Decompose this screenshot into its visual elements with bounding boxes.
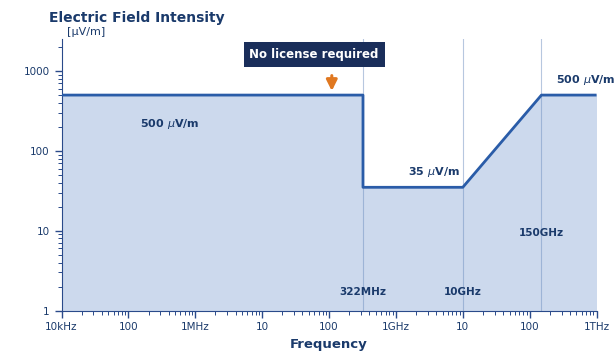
Text: 10GHz: 10GHz xyxy=(444,287,482,297)
Text: 500 $\mu$V/m: 500 $\mu$V/m xyxy=(140,117,200,131)
Polygon shape xyxy=(62,95,597,311)
X-axis label: Frequency: Frequency xyxy=(290,338,368,351)
Text: Electric Field Intensity: Electric Field Intensity xyxy=(49,11,225,25)
Text: 322MHz: 322MHz xyxy=(339,287,386,297)
Text: 150GHz: 150GHz xyxy=(519,228,564,238)
Text: No license required: No license required xyxy=(250,48,379,61)
Text: 35 $\mu$V/m: 35 $\mu$V/m xyxy=(408,165,459,179)
Text: [μV/m]: [μV/m] xyxy=(67,26,105,36)
Text: 500 $\mu$V/m: 500 $\mu$V/m xyxy=(557,74,615,87)
